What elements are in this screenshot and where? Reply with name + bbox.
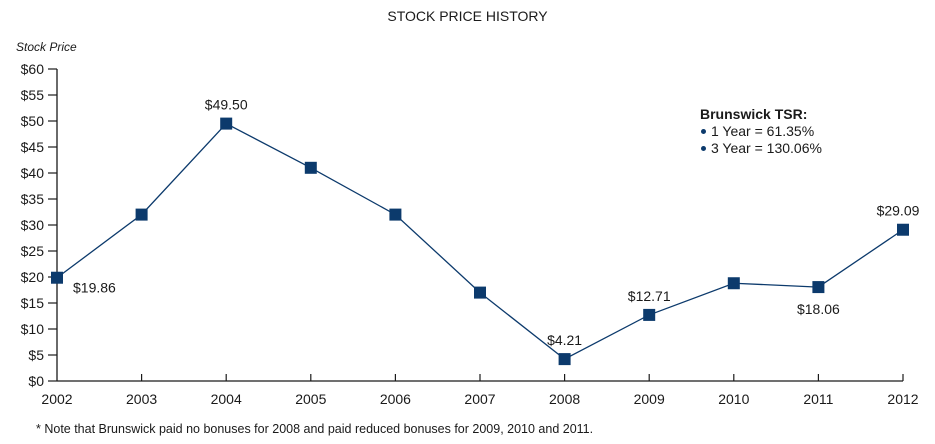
data-point <box>389 208 402 221</box>
tsr-item: 3 Year = 130.06% <box>700 140 822 157</box>
x-tick-label: 2006 <box>380 391 411 407</box>
x-tick-label: 2010 <box>718 391 749 407</box>
y-tick-label: $60 <box>21 61 45 77</box>
data-point <box>558 353 571 366</box>
data-label: $12.71 <box>628 288 671 304</box>
series <box>51 117 909 366</box>
chart-title: STOCK PRICE HISTORY <box>387 8 548 24</box>
y-tick-label: $55 <box>21 87 45 103</box>
y-axis-label: Stock Price <box>16 40 77 54</box>
tsr-item-text: 3 Year = 130.06% <box>711 140 822 156</box>
data-point <box>51 271 63 284</box>
tsr-item-text: 1 Year = 61.35% <box>711 123 815 139</box>
x-tick-label: 2012 <box>887 391 918 407</box>
data-point <box>135 208 148 221</box>
data-point <box>643 308 656 321</box>
series-line <box>56 122 904 360</box>
x-tick-label: 2008 <box>549 391 580 407</box>
data-point <box>304 161 317 174</box>
y-tick-label: $25 <box>21 243 45 259</box>
x-ticks: 2002 2003 2004 2005 2006 2007 2008 2009 2010 2011… <box>41 374 919 407</box>
y-tick-label: $40 <box>21 165 45 181</box>
bullet-icon <box>701 146 706 151</box>
data-label: $18.06 <box>797 301 840 317</box>
footnote: * Note that Brunswick paid no bonuses fo… <box>36 422 594 436</box>
data-label: $49.50 <box>205 97 248 113</box>
data-labels: $19.86 $49.50 $4.21 $12.71 $18.06 $29.09 <box>73 97 920 349</box>
x-tick-label: 2003 <box>126 391 157 407</box>
y-tick-label: $35 <box>21 191 45 207</box>
data-label: $4.21 <box>547 332 582 348</box>
tsr-item: 1 Year = 61.35% <box>700 123 822 140</box>
x-tick-label: 2009 <box>634 391 665 407</box>
y-tick-label: $50 <box>21 113 45 129</box>
data-point <box>897 223 909 236</box>
y-tick-label: $45 <box>21 139 45 155</box>
y-tick-label: $0 <box>28 373 44 389</box>
data-label: $19.86 <box>73 280 116 296</box>
tsr-heading: Brunswick TSR: <box>700 106 808 122</box>
y-tick-label: $15 <box>21 295 45 311</box>
data-point <box>474 286 486 299</box>
x-tick-label: 2007 <box>464 391 495 407</box>
data-label: $29.09 <box>877 203 920 219</box>
tsr-box: Brunswick TSR: 1 Year = 61.35% 3 Year = … <box>700 106 822 157</box>
y-tick-label: $30 <box>21 217 45 233</box>
x-tick-label: 2004 <box>211 391 242 407</box>
y-tick-label: $5 <box>28 347 44 363</box>
data-point <box>727 277 740 290</box>
y-ticks: $0 $5 $10 $15 $20 $25 $30 $35 $40 $45 $50 $55 $60 <box>21 61 57 389</box>
x-tick-label: 2011 <box>803 391 833 407</box>
data-point <box>220 117 233 130</box>
data-point <box>812 281 825 294</box>
y-tick-label: $10 <box>21 321 45 337</box>
x-tick-label: 2005 <box>295 391 326 407</box>
bullet-icon <box>701 129 706 134</box>
y-tick-label: $20 <box>21 269 45 285</box>
x-tick-label: 2002 <box>41 391 72 407</box>
